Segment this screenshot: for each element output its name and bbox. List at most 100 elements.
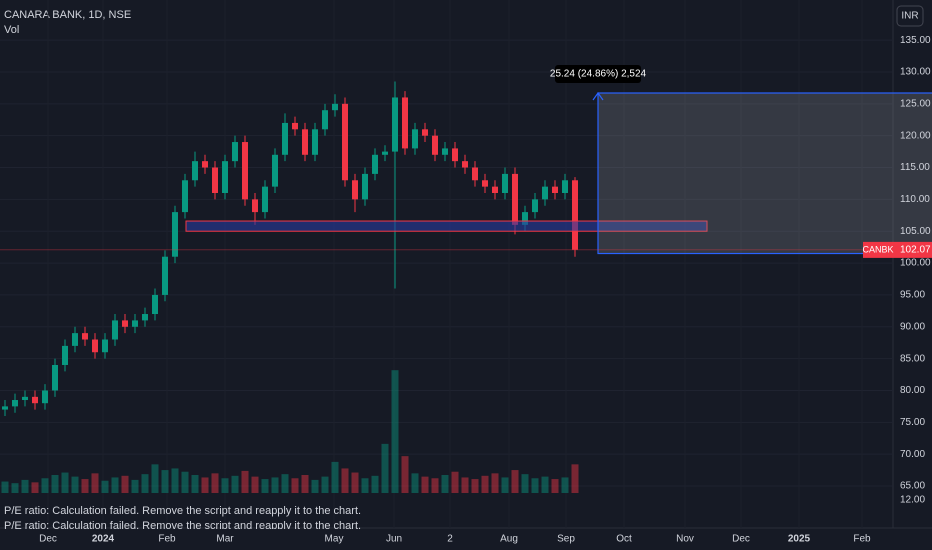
volume-bar [131, 479, 139, 493]
price-tag [894, 241, 932, 258]
note: P/E ratio: Calculation failed. Remove th… [4, 505, 361, 517]
x-tick-label: Dec [39, 534, 57, 545]
candle-body [182, 180, 188, 213]
position-arrow [592, 91, 604, 101]
candle-body [52, 364, 58, 391]
x-tick-label: Sep [557, 534, 575, 545]
volume-bar [221, 478, 229, 493]
x-tick-label: Nov [676, 534, 694, 545]
candle-body [92, 339, 98, 353]
x-tick-label: 2025 [788, 534, 811, 545]
y-tick-label: 100.00 [900, 258, 931, 269]
y-tick-label: 110.00 [900, 194, 930, 205]
volume-bar [41, 478, 49, 493]
candle-body [322, 110, 328, 130]
y-tick-label: 115.00 [900, 162, 930, 173]
volume-bar [211, 473, 219, 493]
volume-bar [241, 470, 249, 493]
symbol-label: CANBK [862, 244, 893, 254]
volume-bar [331, 461, 339, 493]
candle-body [292, 122, 298, 130]
volume-bar [571, 464, 579, 493]
candle-body [232, 142, 238, 162]
candle-body [132, 320, 138, 327]
volume-bar [441, 474, 449, 493]
x-tick-label: Mar [216, 534, 234, 545]
candle-body [312, 129, 318, 155]
candle-body [202, 161, 208, 168]
x-tick-label: Dec [732, 534, 750, 545]
volume-bar [51, 474, 59, 493]
position-label-bg [555, 64, 641, 83]
price-tag-label: 102.07 [900, 245, 931, 256]
candle-body [152, 294, 158, 315]
candle-body [32, 396, 38, 404]
volume-bar [321, 476, 329, 493]
x-tick-label: Jun [386, 534, 402, 545]
volume-bar [161, 470, 169, 493]
candle-body [572, 180, 578, 250]
volume-bar [291, 478, 299, 493]
volume-bar [351, 472, 359, 493]
volume-bar [551, 479, 559, 493]
y-tick-label: 135.00 [900, 35, 931, 46]
candle-body [562, 180, 568, 194]
candle-body [162, 256, 168, 295]
candle-body [552, 186, 558, 194]
volume-bar [301, 474, 309, 493]
volume-bar [491, 473, 499, 493]
currency-box[interactable] [896, 5, 924, 27]
note: P/E ratio: Calculation failed. Remove th… [4, 520, 361, 532]
candle-body [482, 180, 488, 187]
volume-bar [81, 479, 89, 493]
volume-bar [481, 475, 489, 493]
volume-bar [201, 477, 209, 493]
x-tick-label: 2024 [92, 534, 115, 545]
volume-bar [341, 468, 349, 493]
volume-title: Vol [4, 24, 19, 36]
candle-body [42, 390, 48, 404]
candle-body [492, 186, 498, 194]
candle-body [452, 148, 458, 162]
candle-body [2, 406, 8, 410]
position-box [597, 92, 932, 255]
candle-body [462, 161, 468, 168]
candle-body [512, 173, 518, 225]
volume-bar [91, 473, 99, 493]
volume-bar [21, 479, 29, 493]
candle-body [382, 151, 388, 155]
volume-bar [311, 479, 319, 493]
time-axis [0, 529, 932, 550]
volume-bar [261, 479, 269, 493]
x-tick-label: Feb [158, 534, 176, 545]
candle-body [352, 180, 358, 200]
volume-bar [431, 478, 439, 493]
candle-body [432, 135, 438, 155]
volume-bar [251, 476, 259, 493]
candle-body [472, 167, 478, 181]
candle-body [172, 212, 178, 257]
candle-body [112, 320, 118, 340]
x-tick-label: Oct [616, 534, 632, 545]
candle-body [412, 129, 418, 149]
candle-body [142, 314, 148, 321]
candle-body [342, 103, 348, 181]
volume-bar [11, 483, 19, 493]
candle-body [392, 97, 398, 152]
y-tick-label: 75.00 [900, 417, 925, 428]
volume-bar [501, 477, 509, 493]
candle-body [12, 400, 18, 407]
volume-bar [151, 464, 159, 493]
candle-body [102, 339, 108, 353]
currency[interactable]: INR [901, 11, 918, 22]
volume-bar [401, 456, 409, 493]
candle-body [302, 129, 308, 155]
candle-body [62, 345, 68, 365]
volume-bar [141, 474, 149, 493]
x-tick-label: May [325, 534, 344, 545]
y-tick-label: 70.00 [900, 449, 925, 460]
x-tick-label: Aug [500, 534, 518, 545]
candle-body [272, 154, 278, 187]
